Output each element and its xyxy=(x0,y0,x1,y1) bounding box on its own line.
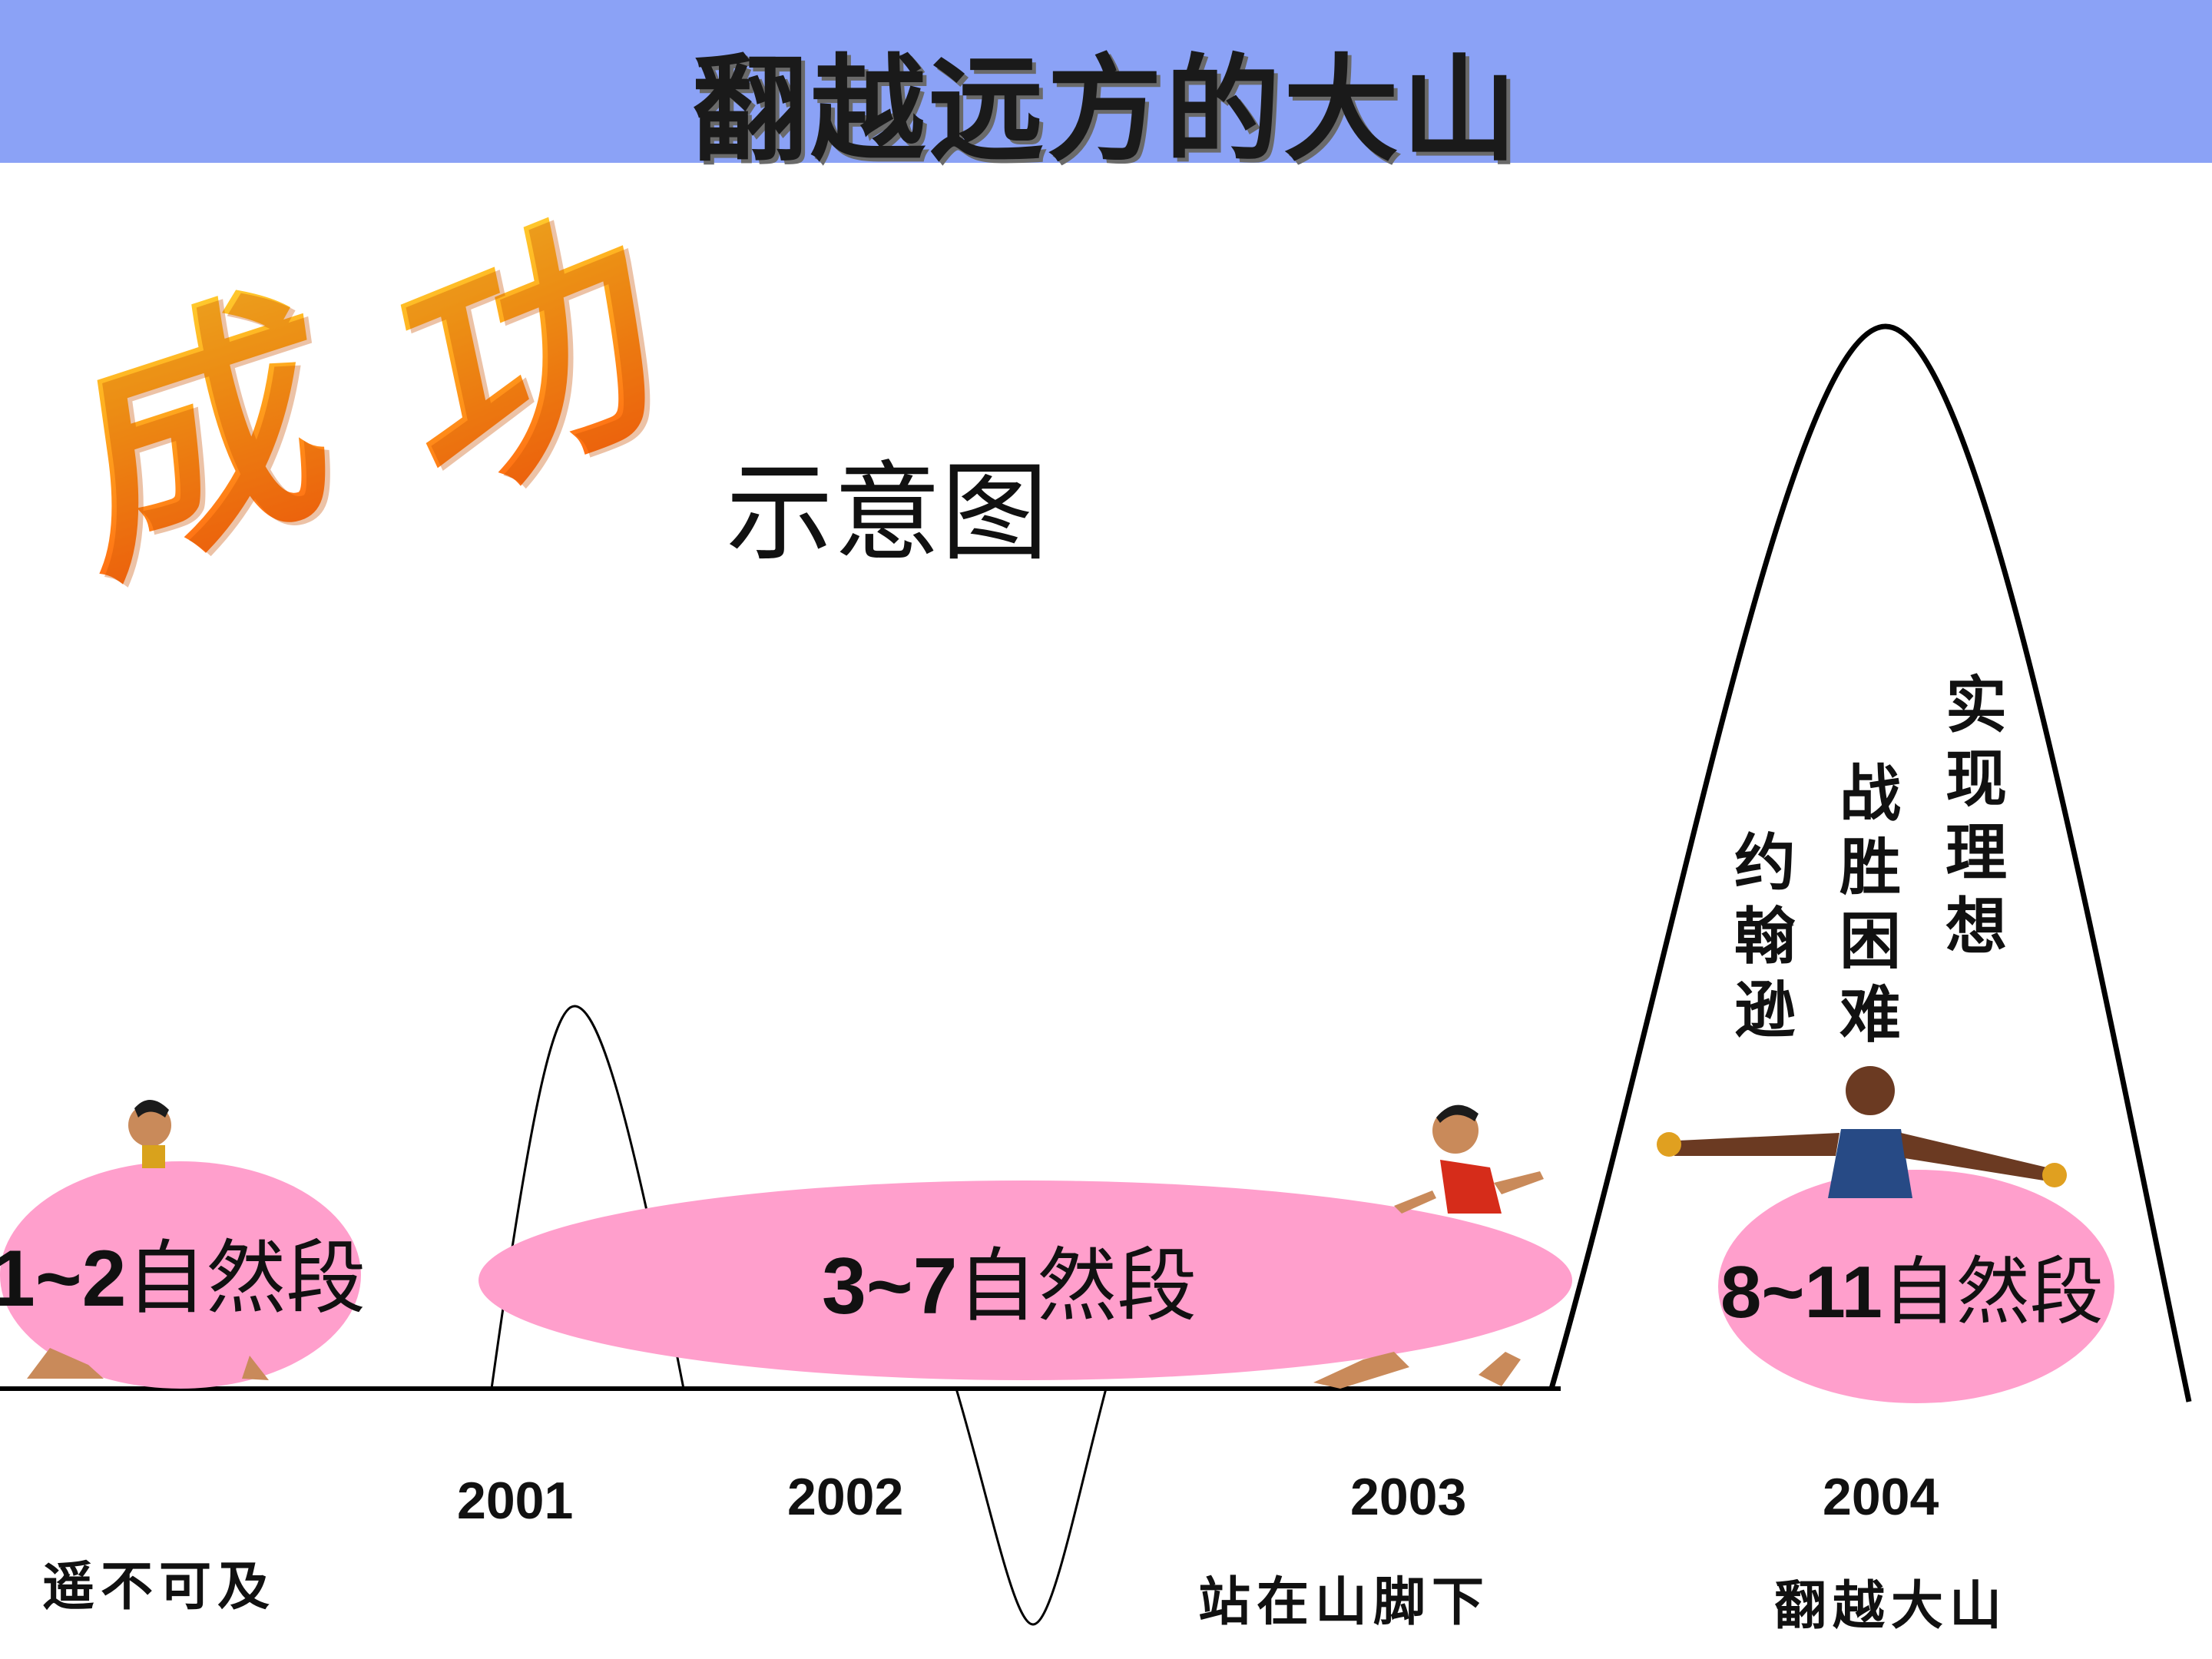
title-bar xyxy=(0,0,2212,163)
peak-text-overcome: 战胜困难 xyxy=(1839,757,1901,1051)
segment-ellipse-3 xyxy=(1718,1170,2114,1403)
segment-ellipse-1 xyxy=(0,1161,361,1389)
big-mountain-curve xyxy=(1548,323,2192,1402)
peak-text-johnson: 约翰逊 xyxy=(1734,826,1796,1046)
page-title: 翻越远方的大山 xyxy=(691,42,1520,177)
runner-icon-2 xyxy=(1313,1104,1544,1389)
segment-label-3: 8~11自然段 xyxy=(1720,1249,2104,1335)
segment-label-1: 1~2自然段 xyxy=(0,1231,366,1325)
caption-cross-mountain: 翻越大山 xyxy=(1774,1575,2008,1637)
peak-text-dream: 实现理想 xyxy=(1945,669,2007,962)
small-hill-curve xyxy=(490,1005,685,1389)
year-2004: 2004 xyxy=(1823,1468,1939,1526)
diagram-subtitle: 示意图 xyxy=(726,451,1049,576)
valley-curve xyxy=(955,1388,1108,1626)
athlete-icon xyxy=(1657,1066,2067,1198)
runner-icon-1 xyxy=(27,1099,269,1380)
year-2001: 2001 xyxy=(457,1472,574,1530)
year-2002: 2002 xyxy=(787,1468,904,1526)
caption-out-of-reach: 遥不可及 xyxy=(42,1556,276,1618)
year-2003: 2003 xyxy=(1350,1468,1467,1526)
caption-at-foot: 站在山脚下 xyxy=(1198,1571,1491,1633)
segment-ellipse-2 xyxy=(478,1181,1572,1380)
segment-label-2: 3~7自然段 xyxy=(822,1239,1197,1333)
